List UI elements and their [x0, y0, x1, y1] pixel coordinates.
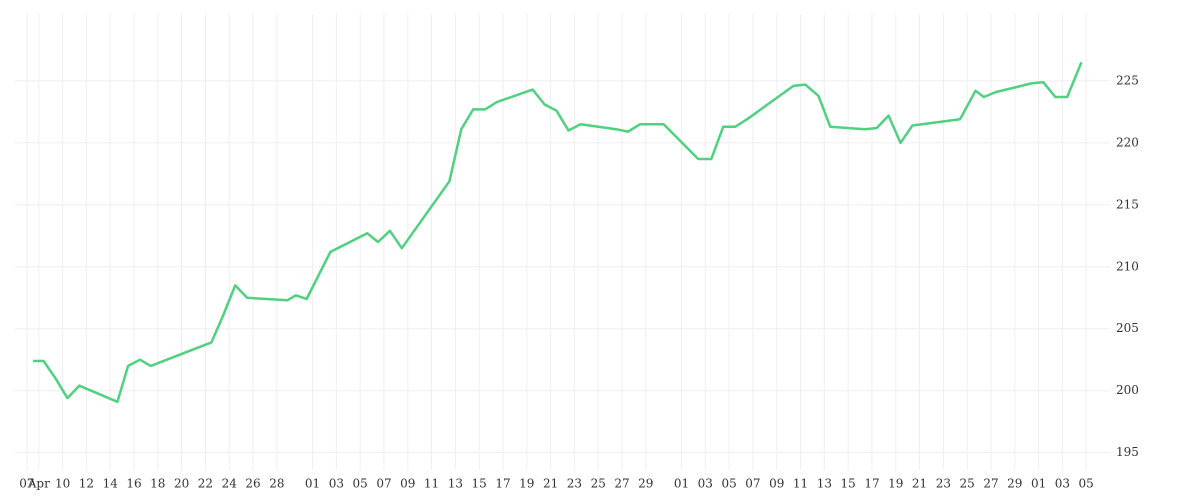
x-tick-label: 17: [864, 477, 879, 491]
x-tick-label: 14: [103, 477, 119, 491]
x-tick-label: 05: [1079, 477, 1094, 491]
x-tick-label: 13: [448, 477, 463, 491]
x-tick-label: 19: [519, 477, 534, 491]
x-tick-label: 18: [150, 477, 165, 491]
x-tick-label: 29: [638, 477, 653, 491]
x-tick-label: 25: [591, 477, 606, 491]
x-tick-label: 19: [888, 477, 903, 491]
x-tick-label: 22: [198, 477, 213, 491]
x-tick-label: 07: [19, 477, 34, 491]
x-tick-label: 12: [79, 477, 94, 491]
y-tick-label: 195: [1116, 445, 1139, 459]
x-tick-label: 05: [721, 477, 736, 491]
x-tick-label: 21: [912, 477, 927, 491]
x-tick-label: 10: [55, 477, 70, 491]
x-tick-label: 11: [424, 477, 439, 491]
x-tick-label: 15: [472, 477, 487, 491]
y-tick-label: 225: [1116, 73, 1139, 87]
x-tick-label: 27: [614, 477, 629, 491]
x-tick-label: 01: [674, 477, 689, 491]
x-tick-label: 03: [329, 477, 344, 491]
x-tick-label: 29: [1007, 477, 1022, 491]
y-tick-label: 215: [1116, 197, 1139, 211]
y-tick-label: 200: [1116, 383, 1139, 397]
x-tick-label: 28: [269, 477, 284, 491]
x-tick-label: 24: [222, 477, 238, 491]
x-tick-label: 25: [960, 477, 975, 491]
price-line: [32, 61, 1083, 404]
x-tick-label: 03: [1055, 477, 1070, 491]
x-tick-label: 26: [245, 477, 260, 491]
x-tick-label: 07: [745, 477, 760, 491]
x-tick-label: Apr: [27, 477, 50, 491]
x-tick-label: 17: [495, 477, 510, 491]
x-tick-label: 11: [793, 477, 808, 491]
y-tick-label: 205: [1116, 321, 1139, 335]
x-tick-label: 20: [174, 477, 189, 491]
x-tick-label: 01: [1031, 477, 1046, 491]
x-tick-label: 01: [305, 477, 320, 491]
x-tick-label: 09: [400, 477, 415, 491]
x-tick-label: 23: [567, 477, 582, 491]
x-tick-label: 16: [126, 477, 141, 491]
x-tick-label: 09: [769, 477, 784, 491]
x-tick-label: 27: [983, 477, 998, 491]
x-tick-label: 05: [353, 477, 368, 491]
x-tick-label: 21: [543, 477, 558, 491]
x-tick-label: 15: [841, 477, 856, 491]
y-tick-label: 210: [1116, 259, 1139, 273]
x-tick-label: 07: [376, 477, 391, 491]
y-tick-label: 220: [1116, 135, 1139, 149]
x-tick-label: 23: [936, 477, 951, 491]
x-tick-label: 03: [698, 477, 713, 491]
x-tick-label: 13: [817, 477, 832, 491]
